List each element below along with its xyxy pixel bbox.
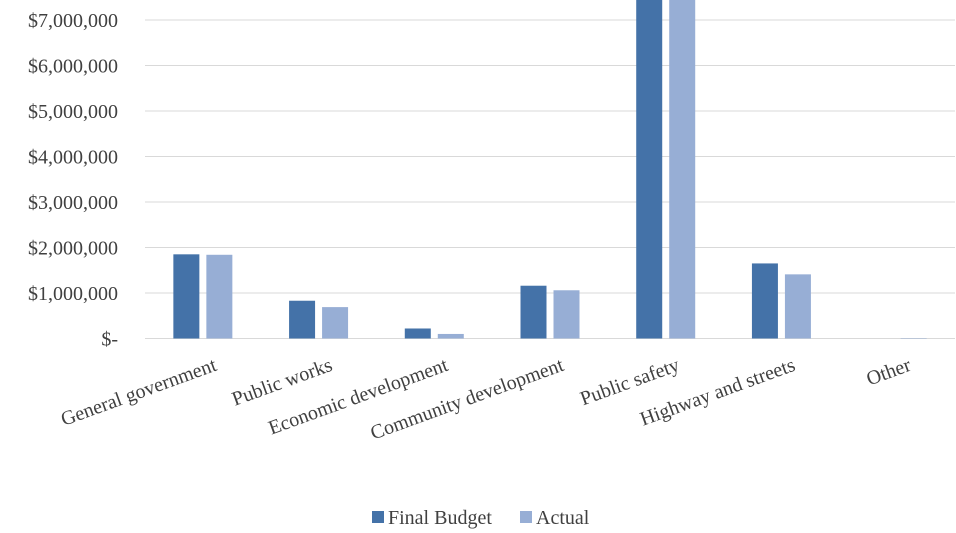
bar-final-budget	[520, 285, 547, 339]
y-tick-label: $-	[101, 329, 118, 351]
bar-final-budget	[173, 254, 200, 339]
bar-actual	[322, 307, 349, 339]
y-tick-label: $2,000,000	[28, 238, 118, 260]
x-category-label: General government	[58, 354, 220, 431]
bar-actual	[784, 274, 811, 339]
x-category-label: Other	[864, 354, 915, 390]
legend-label-actual: Actual	[536, 507, 590, 529]
legend-label-final-budget: Final Budget	[388, 507, 492, 529]
y-tick-label: $1,000,000	[28, 283, 118, 305]
legend-swatch-actual	[520, 511, 532, 523]
bar-actual	[437, 333, 464, 339]
bar-final-budget	[404, 328, 431, 339]
bar-final-budget	[636, 0, 663, 339]
y-tick-label: $6,000,000	[28, 56, 118, 78]
y-tick-label: $3,000,000	[28, 192, 118, 214]
bar-final-budget	[289, 300, 316, 339]
bar-actual	[206, 254, 233, 339]
y-tick-label: $5,000,000	[28, 101, 118, 123]
y-axis-tick-labels: $- $1,000,000 $2,000,000 $3,000,000 $4,000,0…	[28, 10, 118, 351]
x-category-label: Community development	[368, 354, 568, 445]
gridlines	[145, 19, 955, 339]
bars	[173, 0, 927, 339]
y-tick-label: $4,000,000	[28, 147, 118, 169]
y-tick-label: $7,000,000	[28, 10, 118, 32]
bar-final-budget	[751, 263, 778, 339]
bar-actual	[669, 0, 696, 339]
bar-actual	[553, 290, 580, 339]
legend: Final Budget Actual	[372, 507, 590, 529]
legend-swatch-final-budget	[372, 511, 384, 523]
